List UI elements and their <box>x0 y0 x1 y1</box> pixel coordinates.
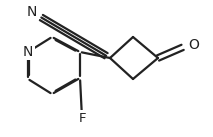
Text: N: N <box>23 45 33 59</box>
Text: N: N <box>27 5 37 19</box>
Text: O: O <box>188 38 199 52</box>
Text: F: F <box>78 112 86 125</box>
